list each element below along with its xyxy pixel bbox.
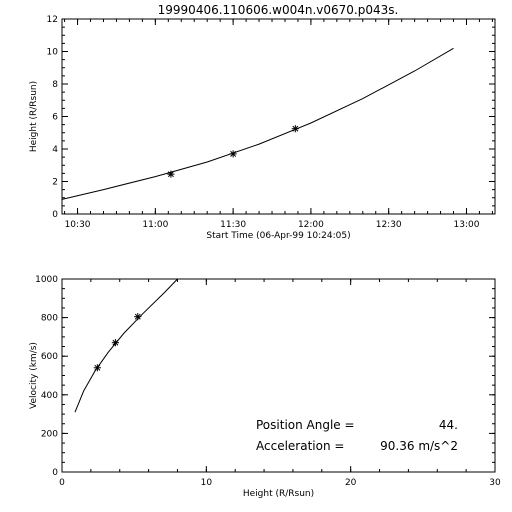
annotation-label: Position Angle = — [256, 418, 355, 432]
fit-curve-series-0 — [74, 278, 178, 413]
annotation-value: 90.36 m/s^2 — [380, 439, 458, 453]
fit-curve-series-0 — [61, 47, 454, 200]
y-tick-label: 400 — [41, 391, 58, 401]
y-tick-label: 0 — [52, 210, 58, 220]
y-tick-label: 6 — [52, 113, 58, 123]
y-tick-label: 800 — [41, 314, 58, 324]
x-tick-label: 12:00 — [298, 220, 324, 230]
velocity-height-panel: 0 10 20 30 0 200 400 600 800 1000 Height (R/Rsun) V… — [29, 275, 501, 499]
x-axis-title: Height (R/Rsun) — [243, 489, 314, 499]
y-tick-label: 0 — [52, 468, 58, 478]
x-tick-label: 12:30 — [376, 220, 402, 230]
x-tick-label: 30 — [489, 478, 501, 488]
x-tick-label: 20 — [345, 478, 357, 488]
data-point-marker — [291, 125, 299, 133]
data-point-marker — [93, 364, 101, 372]
y-tick-label: 10 — [47, 48, 59, 58]
data-point-marker — [167, 170, 175, 178]
y-tick-label: 8 — [52, 80, 58, 90]
height-time-panel: 10:30 11:00 11:30 12:00 12:30 13:00 0 2 4 6 8 10 12 S… — [29, 15, 496, 241]
y-tick-label: 200 — [41, 429, 58, 439]
data-point-marker — [229, 150, 237, 158]
plot-title: 19990406.110606.w004n.v0670.p043s. — [158, 3, 399, 17]
y-tick-label: 12 — [47, 15, 58, 25]
y-axis-title: Velocity (km/s) — [29, 342, 39, 409]
annotation-value: 44. — [439, 418, 458, 432]
y-tick-label: 1000 — [35, 275, 58, 285]
x-tick-label: 11:00 — [142, 220, 168, 230]
x-tick-label: 10 — [201, 478, 213, 488]
data-point-marker — [111, 339, 120, 347]
x-axis-title: Start Time (06-Apr-99 10:24:05) — [206, 231, 350, 241]
x-tick-label: 13:00 — [454, 220, 480, 230]
y-tick-label: 4 — [52, 145, 58, 155]
y-axis-title: Height (R/Rsun) — [29, 81, 39, 152]
annotation-label: Acceleration = — [256, 439, 344, 453]
plot-frame — [61, 18, 496, 215]
data-point-marker — [134, 313, 142, 321]
y-tick-label: 600 — [41, 352, 58, 362]
x-tick-label: 10:30 — [65, 220, 91, 230]
x-tick-label: 0 — [59, 478, 65, 488]
x-tick-label: 11:30 — [220, 220, 246, 230]
y-tick-label: 2 — [52, 178, 58, 188]
